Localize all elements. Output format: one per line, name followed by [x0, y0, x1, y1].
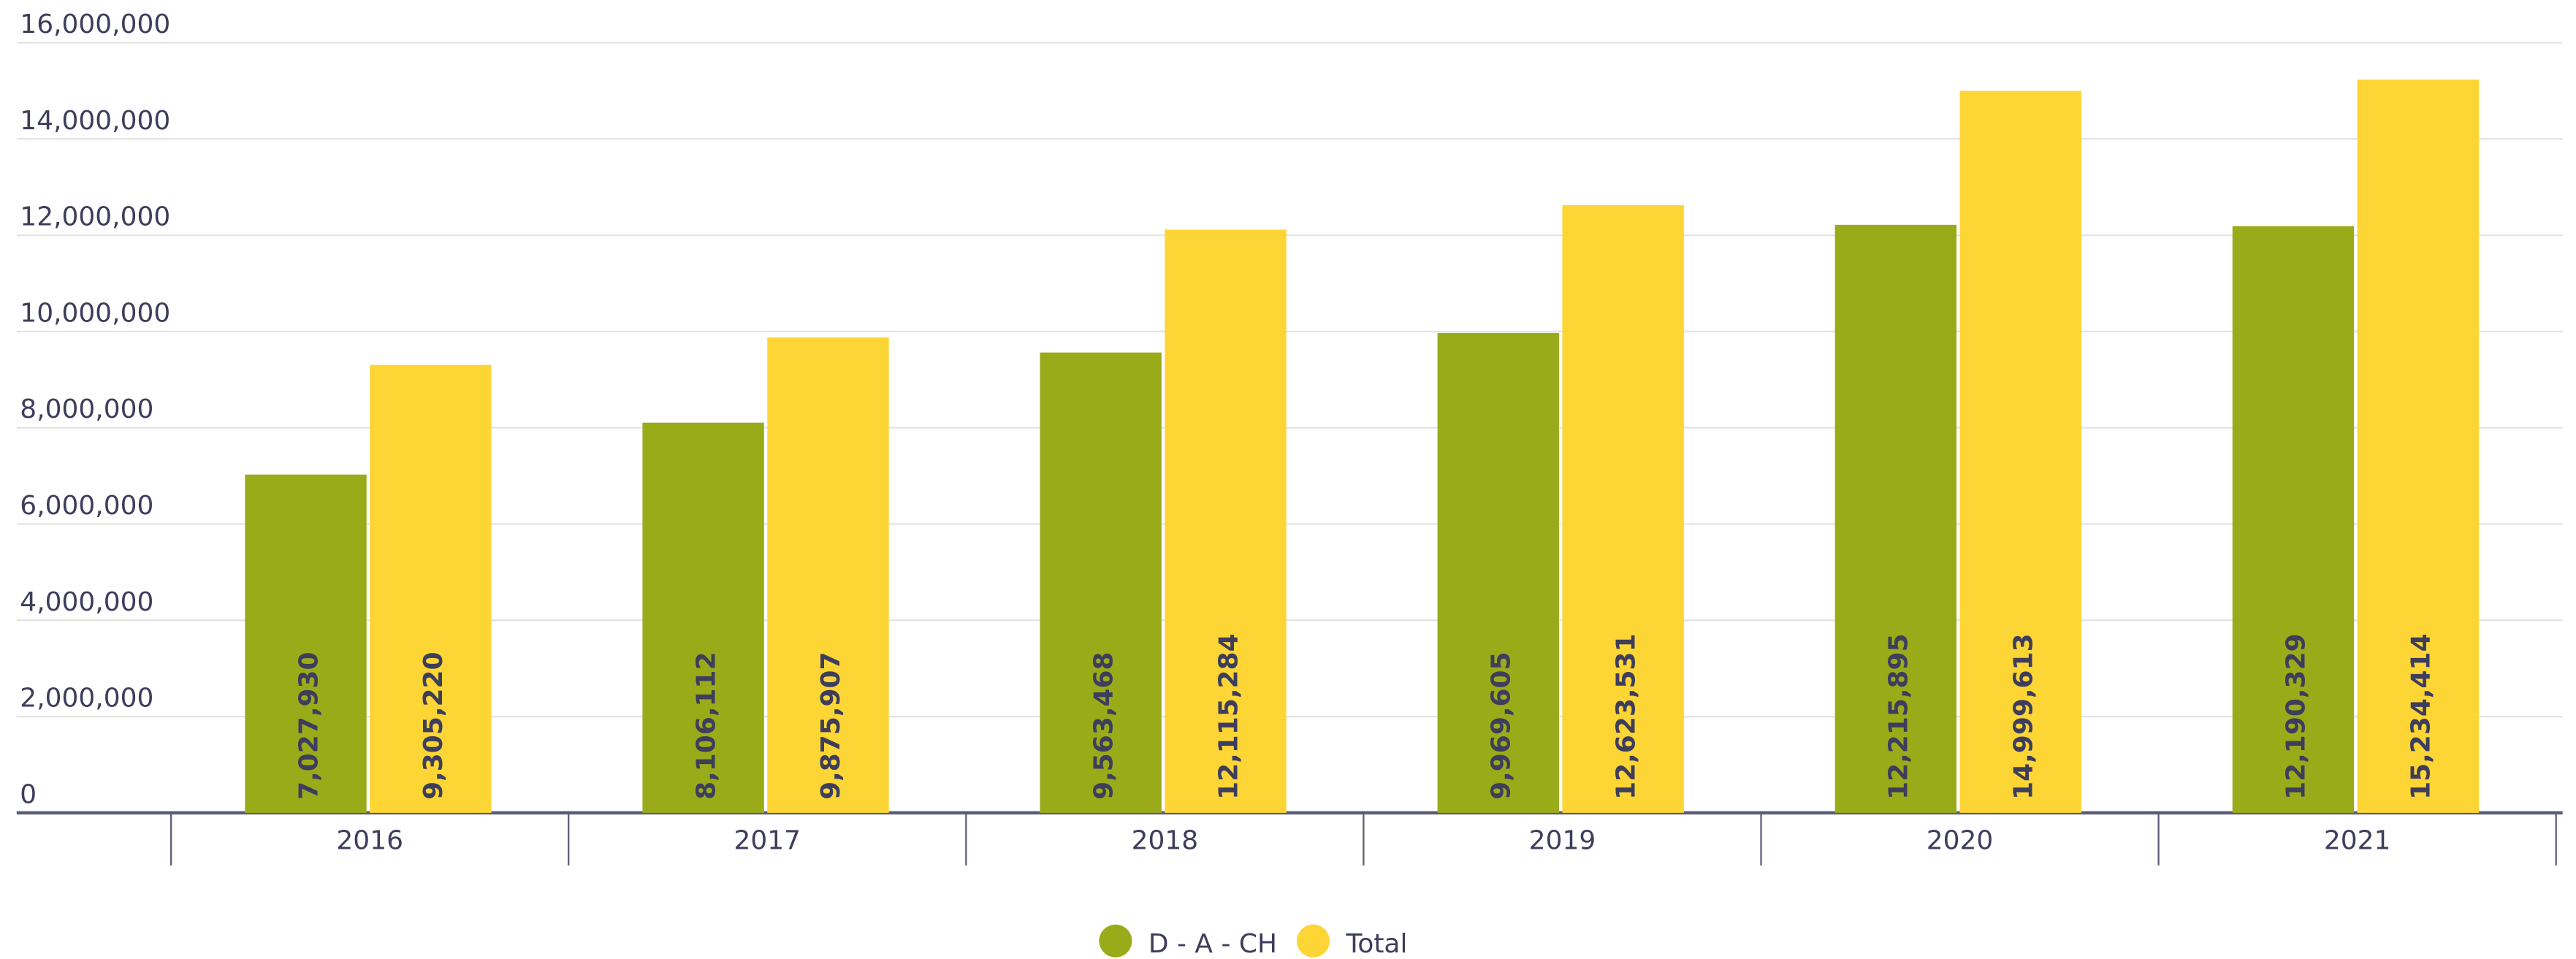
- bar: [642, 422, 764, 813]
- value-label: 9,875,907: [816, 652, 846, 800]
- value-label: 15,234,414: [2407, 633, 2436, 800]
- bar: [1959, 91, 2081, 813]
- y-tick-label: 10,000,000: [20, 298, 170, 328]
- y-tick-label: 0: [20, 779, 37, 809]
- x-tick-label: 2019: [1529, 825, 1596, 855]
- legend-swatch: [1297, 924, 1330, 958]
- bar: [1437, 332, 1559, 813]
- bar: [2357, 79, 2480, 813]
- y-tick-label: 2,000,000: [20, 684, 153, 714]
- y-tick-label: 8,000,000: [20, 394, 153, 424]
- value-label: 14,999,613: [2008, 633, 2038, 800]
- legend-swatch: [1099, 924, 1132, 958]
- bar: [1562, 205, 1684, 813]
- bar: [1165, 229, 1287, 813]
- value-label: 12,623,531: [1611, 633, 1641, 800]
- x-tick-label: 2016: [336, 825, 403, 855]
- x-tick-label: 2020: [1927, 825, 1994, 855]
- y-tick-label: 14,000,000: [20, 106, 170, 136]
- value-label: 12,215,895: [1884, 633, 1914, 800]
- value-label: 12,190,329: [2282, 633, 2312, 800]
- bar: [2232, 226, 2355, 813]
- x-tick-label: 2021: [2324, 825, 2391, 855]
- bar: [245, 474, 367, 813]
- y-tick-label: 16,000,000: [20, 9, 170, 39]
- value-label: 8,106,112: [691, 652, 721, 800]
- value-label: 7,027,930: [294, 652, 324, 800]
- y-tick-label: 6,000,000: [20, 491, 153, 521]
- bar: [767, 337, 889, 813]
- legend-label: Total: [1345, 929, 1407, 959]
- legend-label: D - A - CH: [1148, 929, 1277, 959]
- value-label: 9,969,605: [1487, 652, 1517, 800]
- bar: [370, 364, 492, 813]
- value-label: 9,563,468: [1089, 652, 1119, 800]
- bar: [1834, 224, 1957, 813]
- y-tick-label: 4,000,000: [20, 587, 153, 617]
- bar: [1040, 352, 1162, 813]
- value-label: 9,305,220: [419, 652, 449, 800]
- y-tick-label: 12,000,000: [20, 202, 170, 232]
- x-tick-label: 2017: [734, 825, 801, 855]
- x-tick-label: 2018: [1132, 825, 1199, 855]
- value-label: 12,115,284: [1213, 633, 1243, 800]
